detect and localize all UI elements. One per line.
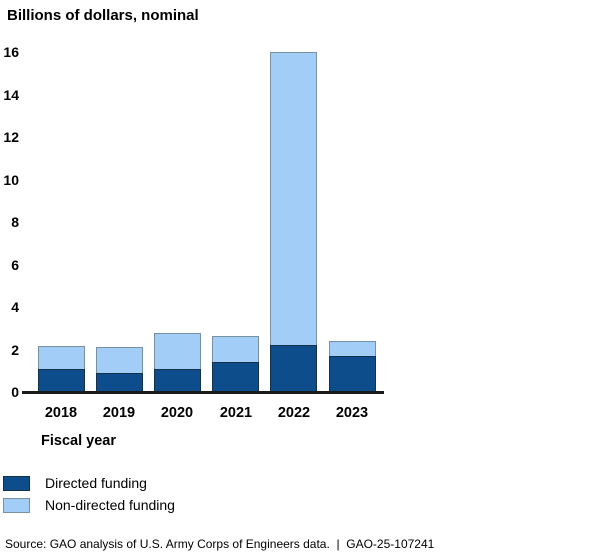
y-tick-label-14: 14 bbox=[3, 86, 19, 103]
bar-segment-non-directed-2020 bbox=[154, 333, 201, 369]
source-note: Source: GAO analysis of U.S. Army Corps … bbox=[5, 537, 435, 551]
bar-segment-directed-2019 bbox=[96, 373, 143, 392]
bar-segment-non-directed-2019 bbox=[96, 347, 143, 373]
x-tick-label-2023: 2023 bbox=[335, 405, 369, 421]
non-directed-funding-swatch-icon bbox=[3, 498, 30, 513]
bar-2020 bbox=[154, 333, 201, 392]
bar-segment-directed-2018 bbox=[38, 369, 85, 392]
bar-segment-non-directed-2021 bbox=[212, 336, 259, 362]
bar-segment-directed-2022 bbox=[270, 345, 317, 392]
chart-legend: Directed funding Non-directed funding bbox=[3, 476, 175, 513]
x-tick-label-2018: 2018 bbox=[44, 405, 78, 421]
y-tick-label-12: 12 bbox=[3, 129, 19, 145]
y-tick-label-6: 6 bbox=[11, 256, 19, 273]
bar-segment-directed-2020 bbox=[154, 369, 201, 392]
bar-2018 bbox=[38, 346, 85, 392]
bar-2019 bbox=[96, 347, 143, 392]
y-tick-label-4: 4 bbox=[11, 299, 19, 315]
legend-label: Non-directed funding bbox=[45, 497, 175, 513]
y-tick-label-10: 10 bbox=[3, 171, 19, 188]
chart-title: Billions of dollars, nominal bbox=[7, 7, 199, 24]
legend-label: Directed funding bbox=[45, 475, 147, 491]
bar-segment-non-directed-2018 bbox=[38, 346, 85, 369]
x-tick-label-2020: 2020 bbox=[160, 405, 194, 421]
bar-segment-non-directed-2023 bbox=[329, 341, 376, 356]
y-tick-label-0: 0 bbox=[11, 384, 19, 400]
x-tick-label-2019: 2019 bbox=[102, 405, 136, 421]
bar-2022 bbox=[270, 52, 317, 392]
directed-funding-swatch-icon bbox=[3, 476, 30, 491]
bar-2023 bbox=[329, 341, 376, 392]
x-tick-label-2021: 2021 bbox=[219, 405, 253, 421]
x-tick-label-2022: 2022 bbox=[277, 405, 311, 421]
y-tick-label-2: 2 bbox=[11, 341, 19, 358]
x-axis-line bbox=[22, 391, 384, 394]
bar-segment-non-directed-2022 bbox=[270, 52, 317, 345]
x-axis-title: Fiscal year bbox=[41, 433, 116, 449]
legend-item-directed: Directed funding bbox=[3, 476, 175, 491]
bar-2021 bbox=[212, 336, 259, 392]
y-tick-label-8: 8 bbox=[11, 214, 19, 230]
legend-item-non-directed: Non-directed funding bbox=[3, 498, 175, 513]
y-tick-label-16: 16 bbox=[3, 44, 19, 60]
bar-segment-directed-2023 bbox=[329, 356, 376, 392]
bar-segment-directed-2021 bbox=[212, 362, 259, 392]
